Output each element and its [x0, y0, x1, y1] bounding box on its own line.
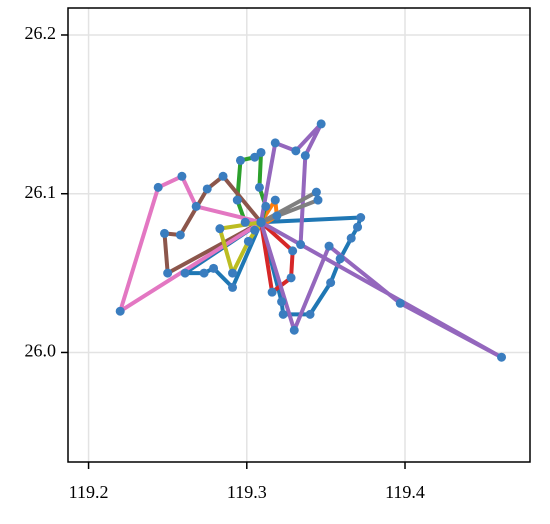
route-point	[346, 233, 356, 243]
route-point	[232, 195, 242, 205]
route-point	[228, 282, 238, 292]
route-point	[199, 268, 209, 278]
route-point	[177, 171, 187, 181]
route-line	[259, 121, 504, 360]
route-point	[335, 254, 345, 264]
route-point	[250, 225, 260, 235]
route-point	[267, 287, 277, 297]
x-tick-label: 119.4	[385, 482, 425, 502]
route-point	[326, 278, 336, 288]
route-point	[153, 182, 163, 192]
route-point	[243, 236, 253, 246]
route-point	[300, 151, 310, 161]
route-point	[291, 146, 301, 156]
route-point	[163, 268, 173, 278]
route-point	[215, 224, 225, 234]
x-tick-label: 119.2	[69, 482, 109, 502]
route-point	[191, 201, 201, 211]
route-point	[311, 187, 321, 197]
route-point	[288, 246, 298, 256]
route-point	[254, 182, 264, 192]
route-point	[324, 241, 334, 251]
route-point	[115, 306, 125, 316]
route-point	[235, 155, 245, 165]
route-point	[395, 298, 405, 308]
route-point	[353, 222, 363, 232]
route-point	[316, 119, 326, 129]
route-point	[296, 240, 306, 250]
route-point	[270, 138, 280, 148]
route-point	[277, 297, 287, 307]
plot-frame	[67, 7, 531, 463]
route-point	[202, 184, 212, 194]
route-point	[228, 268, 238, 278]
route-point	[278, 309, 288, 319]
route-point	[286, 273, 296, 283]
route-point	[218, 171, 228, 181]
y-tick-label: 26.1	[25, 182, 57, 202]
route-point	[180, 268, 190, 278]
y-tick-label: 26.2	[25, 23, 57, 43]
route-point	[250, 152, 260, 162]
route-line	[183, 215, 363, 317]
route-point	[289, 325, 299, 335]
y-tick-label: 26.0	[25, 341, 57, 361]
route-point	[356, 213, 366, 223]
route-point	[160, 228, 170, 238]
route-point	[497, 352, 507, 362]
route-point	[270, 195, 280, 205]
x-tick-label: 119.3	[227, 482, 267, 502]
route-point	[256, 217, 266, 227]
route-point	[313, 195, 323, 205]
route-point	[209, 263, 219, 273]
route-point	[305, 309, 315, 319]
route-line	[118, 174, 263, 314]
route-point	[272, 211, 282, 221]
route-point	[261, 201, 271, 211]
route-point	[256, 147, 266, 157]
route-point	[240, 217, 250, 227]
route-point	[175, 230, 185, 240]
